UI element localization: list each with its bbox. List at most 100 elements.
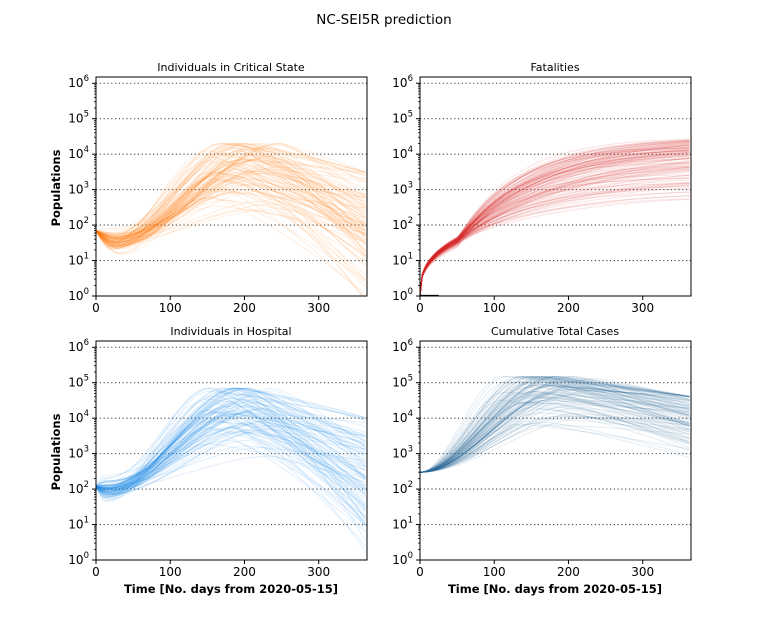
series-line [96,154,366,243]
series-line [96,387,366,487]
series-line [96,187,366,262]
series-line [420,385,690,473]
series-line [420,376,690,473]
series-line [420,146,690,296]
series-line [96,417,366,487]
series-line [420,168,690,296]
series-line [96,387,366,493]
series-line [420,150,690,296]
series-line [420,155,690,296]
series-line [96,171,366,241]
series-line [420,402,690,473]
series-line [96,387,366,496]
series-line [96,401,366,494]
series-line [96,432,366,491]
series-line [420,140,690,296]
series-line [420,158,690,296]
subplot-fatalities: Fatalities 0 100 200 3001001011021031041051… [392,61,692,315]
series-line [420,376,690,473]
series-line [420,375,690,473]
series-line [96,160,366,239]
series-line [420,391,690,473]
series-line [96,426,366,490]
series-line [96,155,366,240]
series-line [420,179,690,296]
series-line [420,167,690,296]
series-line [96,387,366,489]
series-line [420,142,690,296]
series-line [96,395,366,491]
series-line [420,160,690,296]
series-line [420,381,690,473]
y-axis-label: Populations [49,149,63,226]
series-line [96,410,366,499]
series-line [96,163,366,238]
series-line [96,190,366,241]
series-line [96,405,366,498]
series-line [420,393,690,473]
series-line [420,178,690,296]
series-line [420,415,690,473]
series-line [96,408,366,509]
series-line [420,383,690,473]
series-line [420,385,690,473]
series-line [96,199,366,282]
y-tick-label: 106 [392,74,413,90]
series-line [420,140,690,296]
subplot-title: Cumulative Total Cases [491,325,619,338]
series-line [96,415,366,492]
series-line [420,147,690,296]
series-line [420,375,690,473]
series-line [420,167,690,296]
series-line [420,146,690,296]
series-line [96,400,366,524]
series-line [420,391,690,473]
x-tick-label: 100 [483,565,506,579]
series-line [96,166,366,239]
series-line [96,152,366,257]
y-tick-label: 105 [68,374,89,390]
series-line [420,390,690,473]
series-line [96,147,366,246]
series-line [96,398,366,487]
subplot-title: Individuals in Critical State [157,61,305,74]
series-line [420,165,690,296]
series-line [420,160,690,296]
series-line [96,160,366,240]
series-line [96,160,366,268]
series-line [96,398,366,495]
series-line [96,431,366,489]
series-line [420,144,690,296]
x-tick-label: 200 [233,301,256,315]
series-line [420,375,690,473]
series-line [420,152,690,296]
y-tick-label: 102 [392,480,413,496]
series-line [96,173,366,276]
series-line [96,146,366,232]
y-tick-label: 104 [392,145,413,161]
series-line [420,168,690,296]
series-line [420,155,690,296]
series-line [96,404,366,487]
series-line [96,410,366,496]
series-line [420,162,690,296]
series-line [420,150,690,296]
series-line [420,171,690,296]
series-line [96,413,366,492]
series-line [96,189,366,257]
series-line [96,142,366,242]
series-line [96,149,366,257]
series-line [96,387,366,495]
series-line [420,142,690,296]
series-line [420,166,690,296]
series-line [420,385,690,473]
series-line [96,422,366,494]
y-tick-label: 103 [68,445,89,461]
series-line [420,140,690,296]
ensemble-lines [420,375,690,473]
series-line [96,155,366,242]
series-line [96,190,366,288]
series-line [420,391,690,473]
x-tick-label: 300 [631,301,654,315]
series-line [420,147,690,296]
